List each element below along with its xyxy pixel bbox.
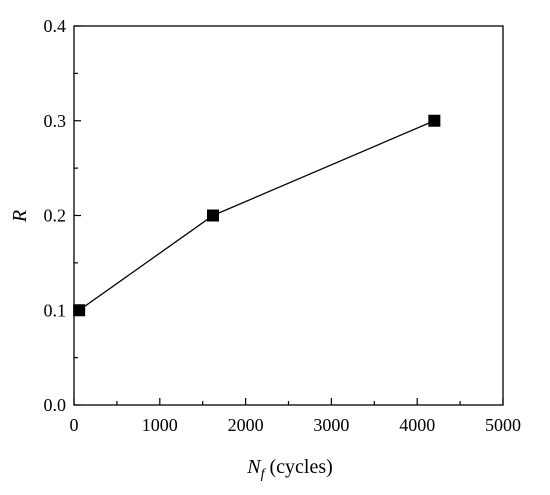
x-tick-label: 5000 <box>485 415 521 435</box>
data-point <box>428 114 441 127</box>
data-point <box>206 209 219 222</box>
plot-frame <box>73 25 504 406</box>
data-point <box>73 304 86 317</box>
x-tick-label: 1000 <box>142 415 178 435</box>
x-axis-label-subscript: f <box>261 467 267 482</box>
x-axis-label: Nf (cycles) <box>246 456 333 482</box>
y-tick-label: 0.1 <box>44 300 67 320</box>
series <box>73 114 441 317</box>
x-tick-label: 0 <box>70 415 79 435</box>
axes <box>73 25 504 406</box>
y-tick-label: 0.3 <box>44 111 67 131</box>
y-tick-label: 0.0 <box>44 395 67 415</box>
x-ticks: 0 1000 2000 3000 4000 5000 <box>70 398 521 435</box>
y-tick-label: 0.4 <box>44 16 67 36</box>
series-line <box>78 120 435 311</box>
x-tick-label: 4000 <box>399 415 435 435</box>
x-axis-label-symbol: N <box>246 456 262 478</box>
x-axis-label-unit: (cycles) <box>264 456 332 478</box>
y-tick-label: 0.2 <box>44 206 67 226</box>
y-axis-label: R <box>9 210 31 223</box>
x-tick-label: 3000 <box>313 415 349 435</box>
x-tick-label: 2000 <box>228 415 264 435</box>
y-ticks: 0.0 0.1 0.2 0.3 0.4 <box>44 16 81 415</box>
